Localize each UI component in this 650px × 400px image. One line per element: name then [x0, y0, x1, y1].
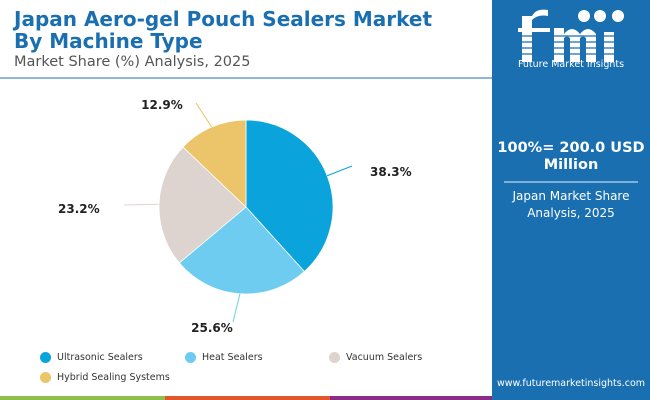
pie-slice-ultrasonic-sealers[interactable] — [245, 119, 334, 273]
legend-label: Heat Sealers — [202, 352, 263, 363]
pie-slice-heat-sealers[interactable] — [178, 206, 305, 295]
legend-label: Hybrid Sealing Systems — [57, 372, 170, 383]
chart-title-line1: Japan Aero-gel Pouch Sealers Market — [14, 7, 433, 31]
footer-bar-orange — [165, 396, 330, 400]
title-divider — [0, 77, 492, 79]
market-total-line1: 100%= 200.0 USD — [497, 140, 645, 156]
side-divider — [504, 181, 638, 183]
data-label: 23.2% — [58, 202, 100, 216]
legend-item-heat-sealers[interactable]: Heat Sealers — [185, 352, 263, 363]
legend-item-hybrid-sealing-systems[interactable]: Hybrid Sealing Systems — [40, 372, 170, 383]
legend-swatch-icon — [185, 352, 196, 363]
market-total: 100%= 200.0 USD Million — [492, 140, 650, 174]
legend-swatch-icon — [329, 352, 340, 363]
legend-label: Vacuum Sealers — [346, 352, 423, 363]
footer-bar-green — [0, 396, 165, 400]
data-label: 12.9% — [141, 98, 183, 112]
website-link[interactable]: www.futuremarketinsights.com — [496, 378, 646, 389]
legend-label: Ultrasonic Sealers — [57, 352, 143, 363]
legend-item-ultrasonic-sealers[interactable]: Ultrasonic Sealers — [40, 352, 143, 363]
leader-line — [232, 293, 241, 323]
side-subtitle-line1: Japan Market Share — [512, 189, 630, 203]
side-subtitle: Japan Market Share Analysis, 2025 — [492, 188, 650, 222]
data-label: 38.3% — [370, 165, 412, 179]
leader-line — [195, 102, 213, 128]
side-subtitle-line2: Analysis, 2025 — [527, 206, 615, 220]
chart-title-line2: By Machine Type — [14, 29, 203, 53]
leader-line — [327, 165, 353, 177]
pie-chart: 38.3% 25.6% 23.2% 12.9% — [58, 98, 412, 335]
fmi-logo-icon — [508, 9, 638, 62]
leader-line — [123, 203, 160, 206]
pie-slice-vacuum-sealers[interactable] — [158, 146, 247, 264]
legend-swatch-icon — [40, 372, 51, 383]
data-label: 25.6% — [191, 321, 233, 335]
market-total-line2: Million — [543, 157, 599, 173]
legend-item-vacuum-sealers[interactable]: Vacuum Sealers — [329, 352, 422, 363]
footer-bar-purple — [330, 396, 492, 400]
legend-swatch-icon — [40, 352, 51, 363]
logo-text: Future Market Insights — [517, 59, 625, 70]
side-panel: Future Market Insights 100%= 200.0 USD M… — [492, 0, 650, 400]
chart-subtitle: Market Share (%) Analysis, 2025 — [14, 54, 251, 70]
chart-title: Japan Aero-gel Pouch Sealers Market By M… — [14, 8, 432, 52]
